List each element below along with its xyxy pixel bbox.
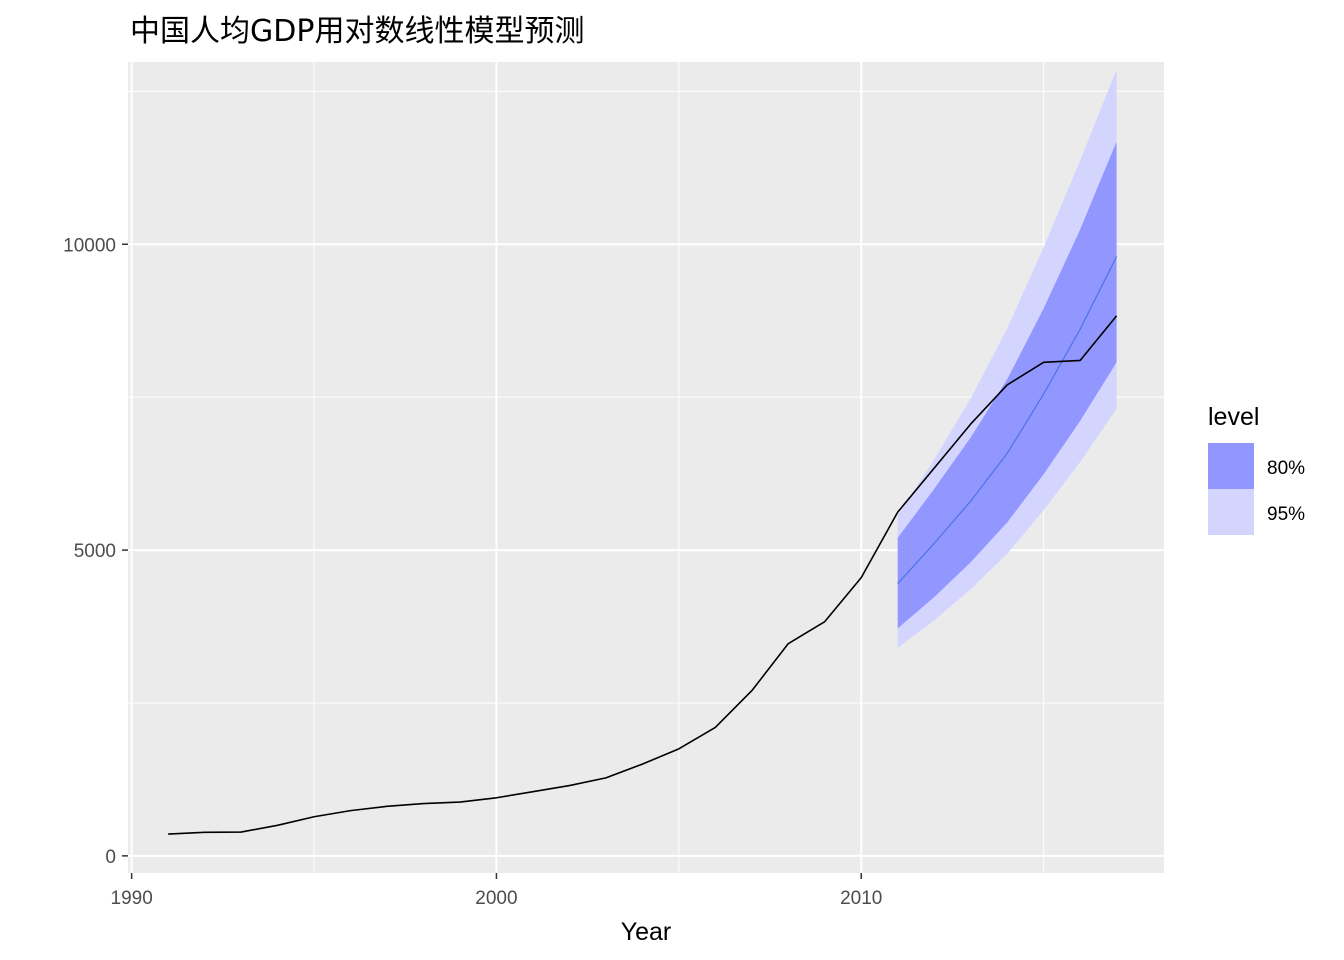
x-axis-title: Year (621, 918, 672, 946)
axis-ticks (122, 243, 862, 879)
legend: level 80% 95% (1208, 403, 1305, 535)
chart-title: 中国人均GDP用对数线性模型预测 (130, 14, 584, 49)
series-lines (168, 256, 1118, 835)
x-tick-label: 2000 (475, 888, 517, 909)
legend-title: level (1208, 403, 1259, 431)
x-tick-label: 1990 (111, 888, 153, 909)
legend-label-80: 80% (1267, 458, 1305, 479)
x-tick-label: 2010 (840, 888, 882, 909)
x-tick-labels: 1990 2000 2010 (111, 888, 883, 909)
y-tick-label: 5000 (74, 541, 116, 562)
legend-label-95: 95% (1267, 504, 1305, 525)
legend-swatch-80 (1208, 443, 1254, 489)
actual-series-line (168, 315, 1118, 835)
y-tick-label: 0 (105, 847, 116, 868)
y-tick-label: 10000 (63, 235, 116, 256)
forecast-mean-line (897, 256, 1118, 585)
legend-swatch-95 (1208, 489, 1254, 535)
y-tick-labels: 0 5000 10000 (63, 235, 116, 868)
